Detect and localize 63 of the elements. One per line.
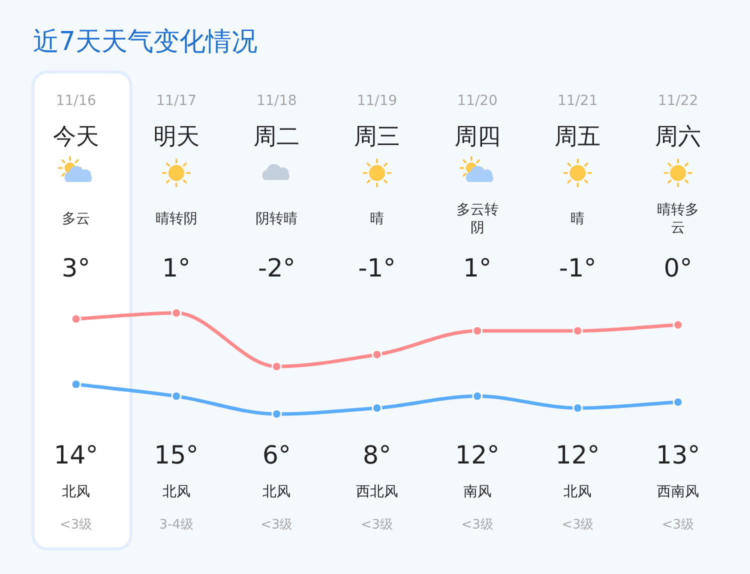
data-label: -1° bbox=[558, 254, 596, 282]
data-label: 1° bbox=[463, 254, 492, 282]
x-tick-label: 11/16 bbox=[56, 93, 96, 109]
text: 北风 bbox=[262, 484, 291, 500]
point bbox=[70, 314, 82, 324]
point bbox=[271, 361, 282, 372]
x-tick-label: 11/22 bbox=[658, 93, 698, 109]
text: <3级 bbox=[260, 518, 293, 532]
text: <3级 bbox=[461, 518, 494, 532]
point bbox=[472, 390, 483, 402]
text: 3-4级 bbox=[159, 518, 194, 532]
point bbox=[672, 320, 684, 330]
point bbox=[372, 402, 382, 414]
x-tick-label: 11/18 bbox=[256, 93, 297, 109]
data-label: 14° bbox=[54, 440, 98, 470]
text: 多云 bbox=[62, 211, 90, 227]
text: 周三 bbox=[354, 124, 400, 150]
text: 周五 bbox=[554, 124, 601, 150]
text: <3级 bbox=[60, 518, 92, 532]
point bbox=[271, 408, 282, 420]
point bbox=[472, 326, 483, 336]
data-label: 8° bbox=[362, 440, 392, 470]
text: 阴转晴 bbox=[256, 211, 298, 227]
text: 明天 bbox=[153, 124, 200, 150]
text: <3级 bbox=[360, 518, 394, 532]
text: 晴 bbox=[370, 211, 384, 227]
text: 北风 bbox=[564, 484, 592, 500]
text: 西南风 bbox=[657, 484, 699, 500]
point bbox=[672, 396, 684, 408]
point bbox=[171, 308, 182, 318]
data-label: -2° bbox=[258, 254, 296, 282]
text: 晴转阴 bbox=[155, 211, 198, 227]
chart-title: 近7天天气变化情况 bbox=[33, 27, 258, 57]
text: 今天 bbox=[53, 124, 99, 150]
text: <3级 bbox=[562, 518, 594, 532]
x-tick-label: 11/20 bbox=[457, 93, 498, 109]
text: 晴转多云 bbox=[657, 202, 699, 236]
data-label: 0° bbox=[664, 254, 692, 282]
data-label: 1° bbox=[162, 254, 191, 282]
text: 周六 bbox=[655, 124, 701, 150]
text: <3级 bbox=[662, 518, 694, 532]
text: 多云转阴 bbox=[456, 202, 498, 236]
data-label: 12° bbox=[556, 440, 600, 470]
text: 晴 bbox=[570, 211, 585, 227]
data-label: 6° bbox=[262, 440, 291, 470]
data-label: 3° bbox=[62, 254, 90, 282]
point bbox=[372, 349, 382, 360]
data-label: 13° bbox=[656, 440, 700, 470]
x-tick-label: 11/19 bbox=[356, 93, 398, 109]
x-tick-label: 11/21 bbox=[557, 93, 598, 109]
point bbox=[572, 402, 583, 414]
data-label: 15° bbox=[154, 440, 198, 470]
point bbox=[572, 326, 583, 336]
point bbox=[171, 390, 182, 402]
text: 北风 bbox=[62, 484, 90, 500]
text: 北风 bbox=[162, 484, 190, 500]
text: 周四 bbox=[454, 124, 500, 150]
x-tick-label: 11/17 bbox=[156, 93, 197, 109]
text: 周二 bbox=[254, 124, 300, 150]
text: 西北风 bbox=[356, 484, 398, 500]
data-label: -1° bbox=[358, 254, 396, 282]
data-label: 12° bbox=[455, 440, 500, 470]
text: 南风 bbox=[463, 484, 492, 500]
